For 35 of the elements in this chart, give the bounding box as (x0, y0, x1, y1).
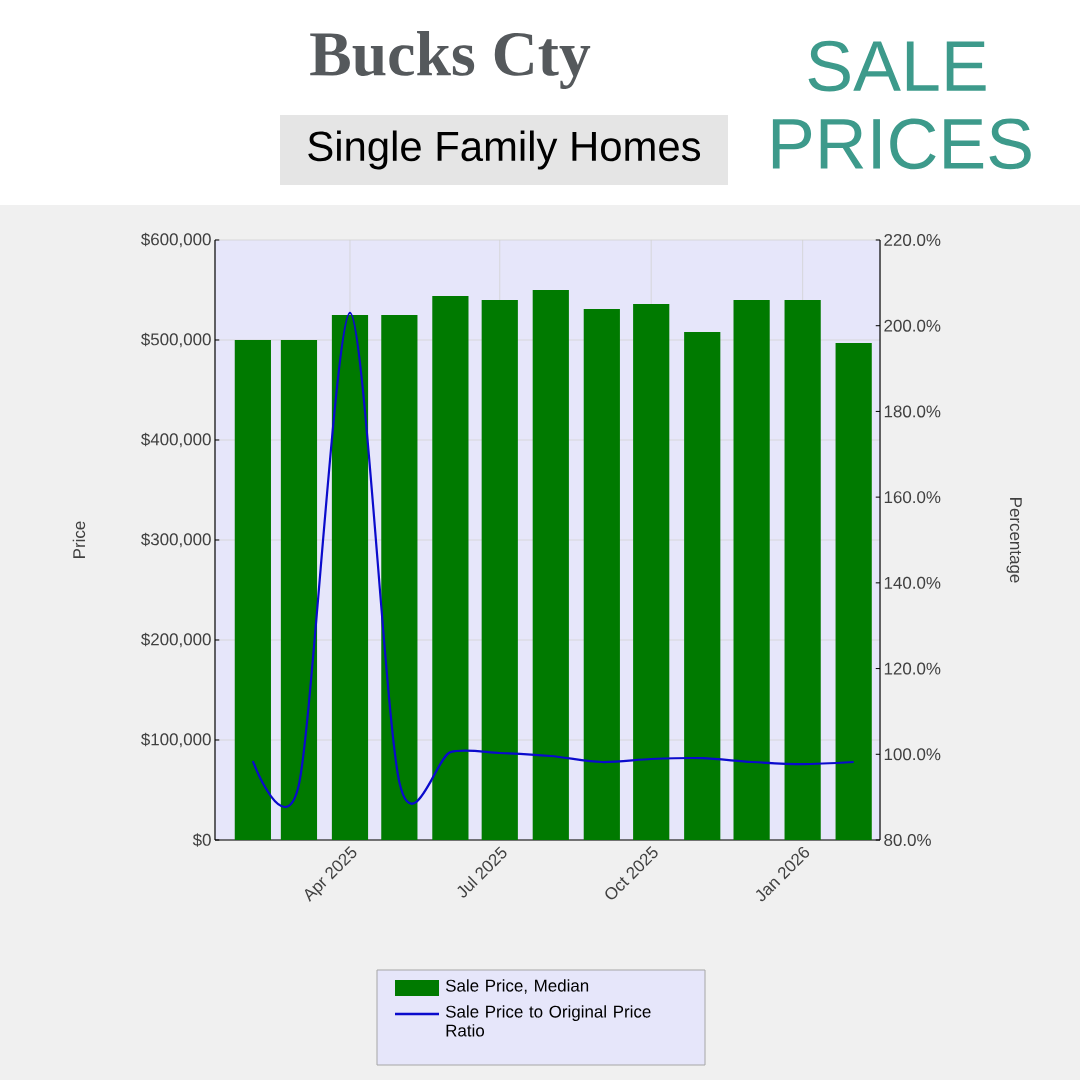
chart-title: Bucks Cty (310, 30, 591, 89)
chart-subtitle: Single Family Homes (308, 130, 701, 170)
y-tick-label: $300,000 (141, 532, 211, 548)
legend-label: Sale Price to Original Price Ratio (445, 1005, 651, 1037)
y-tick-label: $100,000 (141, 732, 211, 748)
bar (633, 304, 670, 840)
y-tick-label: $400,000 (141, 432, 211, 448)
bar (234, 340, 271, 840)
text: SALE PRICES (772, 40, 1031, 170)
y-tick-label: $200,000 (141, 632, 211, 648)
y-tick-label: $600,000 (141, 232, 211, 248)
bar (331, 315, 369, 840)
bar (280, 340, 318, 840)
y2-tick-label: 200.0% (884, 319, 941, 332)
bar (481, 300, 518, 840)
bar (432, 296, 469, 840)
y2-tick-label: 220.0% (884, 233, 941, 246)
y2-tick-label: 100.0% (884, 748, 941, 761)
legend-label: Sale Price, Median (445, 979, 589, 994)
y2-tick-label: 120.0% (884, 662, 941, 675)
bar (381, 315, 418, 840)
bar (532, 290, 569, 840)
bar (733, 300, 770, 840)
y2-tick-label: 80.0% (884, 834, 931, 846)
y2-tick-label: 140.0% (884, 576, 941, 589)
y2-tick-label: 160.0% (884, 491, 941, 504)
bar (784, 300, 821, 840)
bar (684, 332, 721, 840)
y2-axis-title: Percentage (1006, 498, 1022, 583)
y-axis-title: Price (72, 521, 86, 558)
bar (835, 343, 872, 840)
y-tick-label: $0 (192, 833, 211, 847)
y2-tick-label: 180.0% (884, 405, 941, 418)
y-tick-label: $500,000 (141, 332, 211, 348)
bar (583, 309, 620, 840)
